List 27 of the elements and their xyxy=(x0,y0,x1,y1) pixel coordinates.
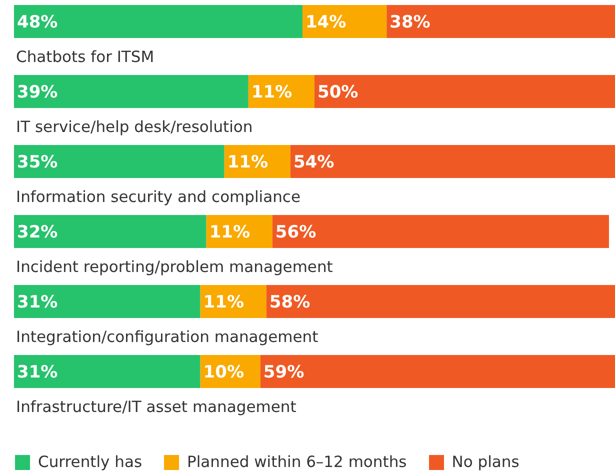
data-label: 56% xyxy=(275,222,316,242)
y-tick-label: IT service/help desk/resolution xyxy=(16,118,253,136)
legend-label: Planned within 6–12 months xyxy=(187,453,407,471)
data-label: 11% xyxy=(209,222,250,242)
y-tick-label: Integration/configuration management xyxy=(16,328,318,346)
data-label: 35% xyxy=(17,152,58,172)
legend-label: Currently has xyxy=(38,453,142,471)
data-label: 54% xyxy=(293,152,334,172)
data-label: 58% xyxy=(269,292,310,312)
data-label: 11% xyxy=(251,82,292,102)
data-label: 31% xyxy=(17,292,58,312)
data-label: 59% xyxy=(263,362,304,382)
data-label: 31% xyxy=(17,362,58,382)
y-tick-label: Infrastructure/IT asset management xyxy=(16,398,296,416)
data-label: 48% xyxy=(17,12,58,32)
data-label: 32% xyxy=(17,222,58,242)
data-label: 50% xyxy=(318,82,358,102)
y-tick-label: Incident reporting/problem management xyxy=(16,258,333,276)
y-tick-label: Information security and compliance xyxy=(16,188,300,206)
data-label: 10% xyxy=(203,362,244,382)
legend-label: No plans xyxy=(452,453,520,471)
y-tick-label: Chatbots for ITSM xyxy=(16,48,154,66)
data-label: 14% xyxy=(305,12,346,32)
data-label: 38% xyxy=(390,12,430,32)
data-label: 39% xyxy=(17,82,58,102)
data-label: 11% xyxy=(203,292,244,312)
data-label: 11% xyxy=(227,152,268,172)
